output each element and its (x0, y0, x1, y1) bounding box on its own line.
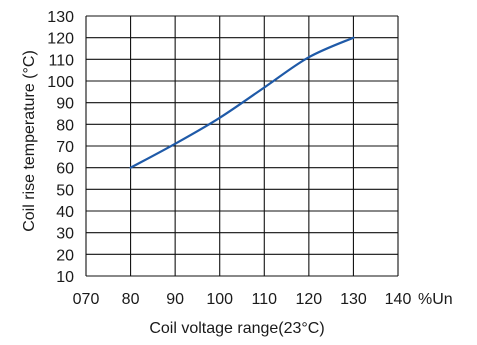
y-tick-label-80: 80 (56, 117, 74, 134)
x-tick-label-140: 140 (385, 291, 412, 308)
x-tick-label-100: 100 (206, 291, 233, 308)
x-tick-label-70: 070 (73, 291, 100, 308)
grid (85, 15, 399, 277)
y-axis-title: Coil rise temperature (°C) (21, 50, 38, 232)
y-tick-label-10: 10 (56, 269, 74, 286)
x-tick-label-120: 120 (296, 291, 323, 308)
x-tick-label-90: 90 (166, 291, 184, 308)
y-tick-label-90: 90 (56, 96, 74, 113)
series-layer (129, 36, 355, 169)
y-tick-label-120: 120 (47, 31, 74, 48)
x-unit-label: %Un (418, 291, 453, 308)
y-tick-label-110: 110 (48, 52, 74, 69)
y-tick-label-60: 60 (56, 161, 74, 178)
y-tick-label-40: 40 (56, 204, 74, 221)
x-axis-title: Coil voltage range(23°C) (149, 320, 324, 337)
x-tick-label-130: 130 (340, 291, 367, 308)
y-tick-label-30: 30 (56, 226, 74, 243)
x-tick-label-110: 110 (252, 291, 278, 308)
x-tick-labels: 070 80 90 100 110 120 130 140 (73, 291, 412, 308)
y-tick-label-130: 130 (47, 9, 74, 26)
y-tick-labels: 10 20 30 40 50 60 70 80 90 100 110 120 130 (47, 9, 74, 286)
x-tick-label-80: 80 (122, 291, 140, 308)
series-line-0 (129, 36, 355, 169)
y-tick-label-70: 70 (56, 139, 74, 156)
y-tick-label-50: 50 (56, 182, 74, 199)
y-tick-label-100: 100 (47, 74, 74, 91)
y-tick-label-20: 20 (56, 247, 74, 264)
